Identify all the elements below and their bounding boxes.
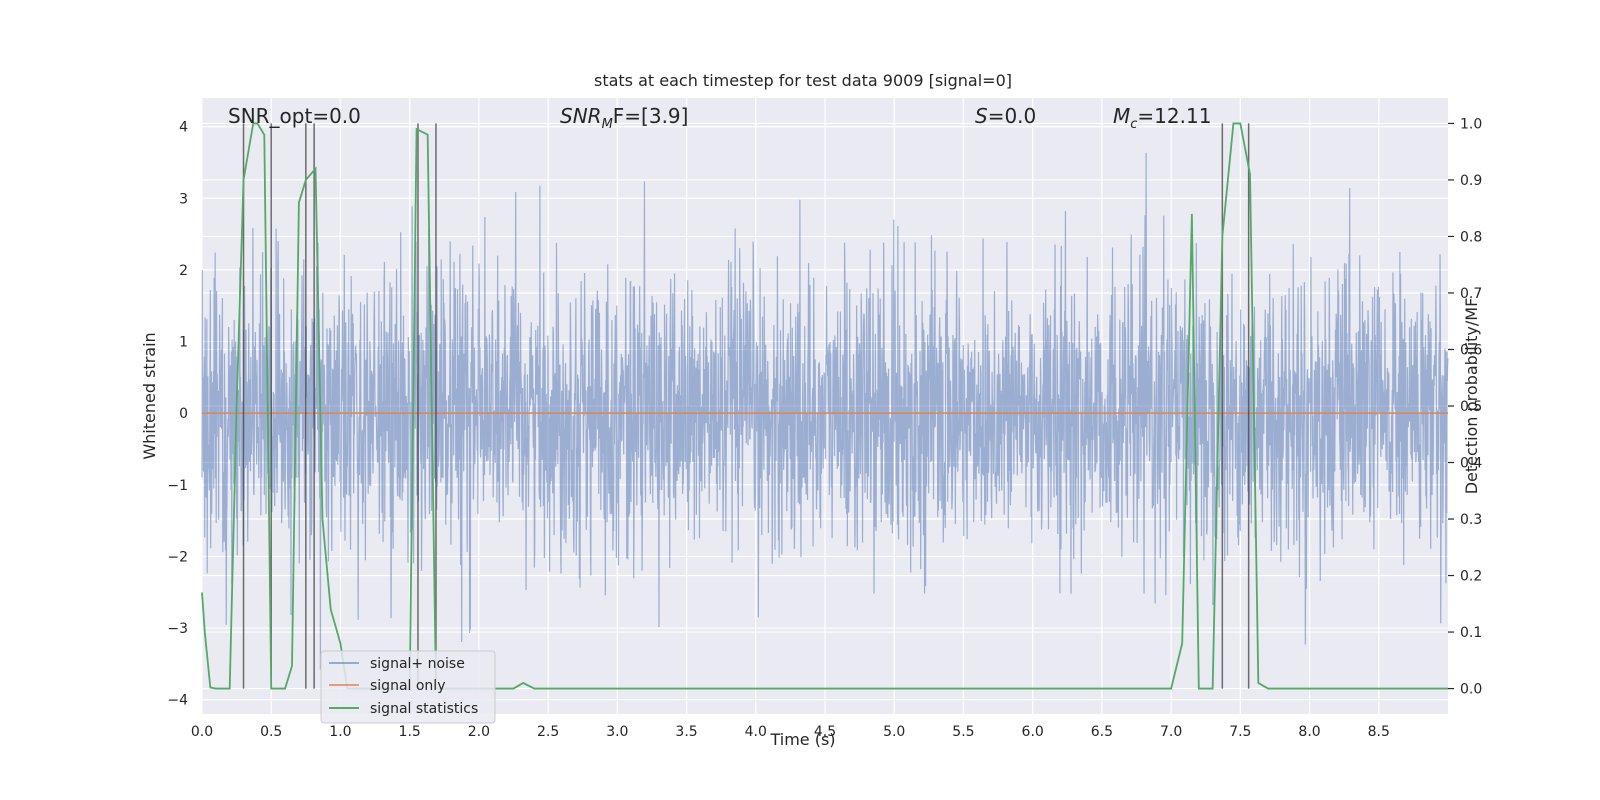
legend-label-signal-only: signal only <box>370 678 445 694</box>
x-tick-label-10: 5.0 <box>883 724 905 740</box>
chart-title: stats at each timestep for test data 900… <box>594 71 1012 90</box>
x-tick-label-13: 6.5 <box>1091 724 1113 740</box>
x-tick-label-17: 8.5 <box>1368 724 1390 740</box>
y-tick-label-0: −4 <box>167 693 188 709</box>
y2-tick-label-0: 0.0 <box>1460 682 1482 698</box>
x-axis-ticks: 0.0 0.5 1.0 1.5 2.0 2.5 3.0 3.5 4.0 4.5 5.0 5.5 6.0 6… <box>191 724 1390 740</box>
x-axis-label: Time (s) <box>769 730 835 749</box>
x-tick-label-4: 2.0 <box>468 724 490 740</box>
y2-tick-label-2: 0.2 <box>1460 569 1482 585</box>
x-tick-label-12: 6.0 <box>1022 724 1044 740</box>
x-tick-label-14: 7.0 <box>1160 724 1182 740</box>
y2-tick-label-8: 0.8 <box>1460 229 1482 245</box>
x-tick-label-1: 0.5 <box>260 724 282 740</box>
y-tick-label-2: −2 <box>167 549 188 565</box>
y-tick-label-3: −1 <box>167 478 188 494</box>
y2-tick-label-7: 0.7 <box>1460 286 1482 302</box>
y2-tick-label-10: 1.0 <box>1460 116 1482 132</box>
x-tick-label-0: 0.0 <box>191 724 213 740</box>
signal-noise-line <box>201 152 1449 670</box>
x-tick-label-16: 8.0 <box>1298 724 1320 740</box>
series-signal-noise <box>201 152 1449 670</box>
y-tick-label-1: −3 <box>167 621 188 637</box>
annotation-mc: Mc=12.11 <box>1113 104 1211 132</box>
y2-axis-ticks: 0.0 0.1 0.2 0.3 0.4 0.5 0.6 0.7 0.8 0.9 1.0 <box>1448 116 1482 698</box>
x-tick-label-2: 1.0 <box>329 724 351 740</box>
legend: signal+ noise signal only signal statist… <box>320 650 496 724</box>
y-axis-label: Whitened strain <box>140 332 159 459</box>
y-tick-label-5: 1 <box>179 335 188 351</box>
x-tick-label-15: 7.5 <box>1229 724 1251 740</box>
legend-box <box>320 650 496 724</box>
annotation-snr-opt: SNR_opt=0.0 <box>228 104 361 128</box>
y-tick-label-6: 2 <box>179 263 188 279</box>
y2-tick-label-5: 0.5 <box>1460 399 1482 415</box>
x-tick-label-11: 5.5 <box>952 724 974 740</box>
y2-tick-label-3: 0.3 <box>1460 512 1482 528</box>
annotation-snr-mf: SNRMF=[3.9] <box>560 104 688 132</box>
vertical-marker-lines <box>242 123 1250 689</box>
y-axis-ticks: −4 −3 −2 −1 0 1 2 3 4 <box>167 120 188 709</box>
x-tick-label-9: 4.5 <box>814 724 836 740</box>
y2-axis-label: Detection probability/MF <box>1462 298 1481 495</box>
x-tick-label-7: 3.5 <box>675 724 697 740</box>
y2-tick-label-6: 0.6 <box>1460 342 1482 358</box>
x-tick-label-6: 3.0 <box>606 724 628 740</box>
y-tick-label-7: 3 <box>179 191 188 207</box>
x-tick-label-8: 4.0 <box>745 724 767 740</box>
y2-tick-label-1: 0.1 <box>1460 625 1482 641</box>
x-tick-label-3: 1.5 <box>399 724 421 740</box>
y-tick-label-4: 0 <box>179 406 188 422</box>
y2-tick-label-4: 0.4 <box>1460 456 1482 472</box>
y2-tick-label-9: 0.9 <box>1460 173 1482 189</box>
legend-label-signal-statistics: signal statistics <box>370 701 478 717</box>
x-tick-label-5: 2.5 <box>537 724 559 740</box>
y-tick-label-8: 4 <box>179 120 188 136</box>
legend-label-signal-noise: signal+ noise <box>370 656 465 672</box>
annotation-s: S=0.0 <box>975 104 1036 128</box>
